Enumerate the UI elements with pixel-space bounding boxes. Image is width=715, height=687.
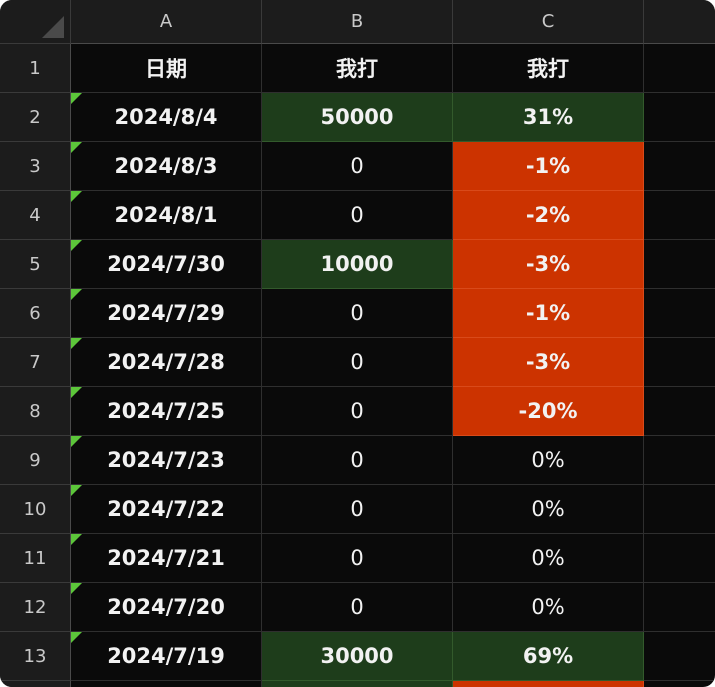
header-cell[interactable]: 日期 [71, 44, 262, 93]
text-format-flag-icon [71, 534, 82, 545]
date-cell[interactable]: 2024/8/3 [71, 142, 262, 191]
amount-cell[interactable]: 0 [262, 289, 453, 338]
row-header[interactable]: 1 [0, 44, 71, 93]
empty-cell[interactable] [644, 485, 715, 534]
percent-cell[interactable]: 0% [453, 485, 644, 534]
row-header[interactable]: 9 [0, 436, 71, 485]
percent-cell[interactable]: 0% [453, 583, 644, 632]
empty-cell[interactable] [644, 436, 715, 485]
text-format-flag-icon [71, 583, 82, 594]
row-header[interactable]: 8 [0, 387, 71, 436]
row-header[interactable]: 13 [0, 632, 71, 681]
empty-cell[interactable] [644, 534, 715, 583]
column-header-b[interactable]: B [262, 0, 453, 44]
row-header[interactable]: 12 [0, 583, 71, 632]
percent-cell[interactable]: -1% [453, 289, 644, 338]
row-header[interactable]: 11 [0, 534, 71, 583]
empty-cell[interactable] [644, 240, 715, 289]
header-cell[interactable]: 我打 [453, 44, 644, 93]
amount-cell[interactable]: 10000 [262, 240, 453, 289]
row-header[interactable]: 7 [0, 338, 71, 387]
amount-cell[interactable]: 50000 [262, 93, 453, 142]
amount-cell[interactable]: 30000 [262, 632, 453, 681]
percent-cell[interactable]: -1% [453, 142, 644, 191]
amount-cell[interactable]: 0 [262, 485, 453, 534]
amount-cell[interactable]: 0 [262, 338, 453, 387]
date-cell[interactable]: 2024/8/1 [71, 191, 262, 240]
text-format-flag-icon [71, 191, 82, 202]
text-format-flag-icon [71, 338, 82, 349]
percent-cell[interactable]: -2% [453, 191, 644, 240]
empty-cell[interactable] [644, 681, 715, 687]
empty-cell[interactable] [644, 289, 715, 338]
date-cell[interactable]: 2024/7/21 [71, 534, 262, 583]
date-cell[interactable]: 2024/7/29 [71, 289, 262, 338]
column-header-next[interactable] [644, 0, 715, 44]
empty-cell[interactable] [644, 387, 715, 436]
date-cell[interactable]: 2024/7/20 [71, 583, 262, 632]
empty-cell[interactable] [644, 632, 715, 681]
text-format-flag-icon [71, 387, 82, 398]
column-header-a[interactable]: A [71, 0, 262, 44]
amount-cell[interactable]: 0 [262, 191, 453, 240]
amount-cell[interactable]: 0 [262, 583, 453, 632]
text-format-flag-icon [71, 142, 82, 153]
text-format-flag-icon [71, 240, 82, 251]
empty-cell[interactable] [453, 681, 644, 687]
text-format-flag-icon [71, 485, 82, 496]
empty-cell[interactable] [644, 93, 715, 142]
percent-cell[interactable]: -3% [453, 240, 644, 289]
date-cell[interactable]: 2024/7/23 [71, 436, 262, 485]
amount-cell[interactable]: 0 [262, 387, 453, 436]
empty-cell[interactable] [644, 338, 715, 387]
percent-cell[interactable]: 31% [453, 93, 644, 142]
date-cell[interactable]: 2024/7/19 [71, 632, 262, 681]
text-format-flag-icon [71, 93, 82, 104]
row-header[interactable]: 10 [0, 485, 71, 534]
header-cell[interactable]: 我打 [262, 44, 453, 93]
row-header[interactable]: 2 [0, 93, 71, 142]
percent-cell[interactable]: -3% [453, 338, 644, 387]
empty-cell[interactable] [644, 583, 715, 632]
header-cell[interactable] [644, 44, 715, 93]
row-header[interactable]: 5 [0, 240, 71, 289]
date-cell[interactable]: 2024/7/25 [71, 387, 262, 436]
empty-cell[interactable] [71, 681, 262, 687]
date-cell[interactable]: 2024/7/22 [71, 485, 262, 534]
column-header-c[interactable]: C [453, 0, 644, 44]
text-format-flag-icon [71, 436, 82, 447]
empty-cell[interactable] [644, 191, 715, 240]
percent-cell[interactable]: 0% [453, 534, 644, 583]
empty-cell[interactable] [644, 142, 715, 191]
row-header[interactable]: 4 [0, 191, 71, 240]
date-cell[interactable]: 2024/8/4 [71, 93, 262, 142]
select-all-corner[interactable] [0, 0, 71, 44]
percent-cell[interactable]: 69% [453, 632, 644, 681]
date-cell[interactable]: 2024/7/28 [71, 338, 262, 387]
select-all-icon [42, 16, 64, 38]
text-format-flag-icon [71, 289, 82, 300]
percent-cell[interactable]: 0% [453, 436, 644, 485]
amount-cell[interactable]: 0 [262, 436, 453, 485]
empty-cell[interactable] [262, 681, 453, 687]
row-header[interactable] [0, 681, 71, 687]
date-cell[interactable]: 2024/7/30 [71, 240, 262, 289]
percent-cell[interactable]: -20% [453, 387, 644, 436]
row-header[interactable]: 6 [0, 289, 71, 338]
text-format-flag-icon [71, 632, 82, 643]
amount-cell[interactable]: 0 [262, 142, 453, 191]
amount-cell[interactable]: 0 [262, 534, 453, 583]
row-header[interactable]: 3 [0, 142, 71, 191]
